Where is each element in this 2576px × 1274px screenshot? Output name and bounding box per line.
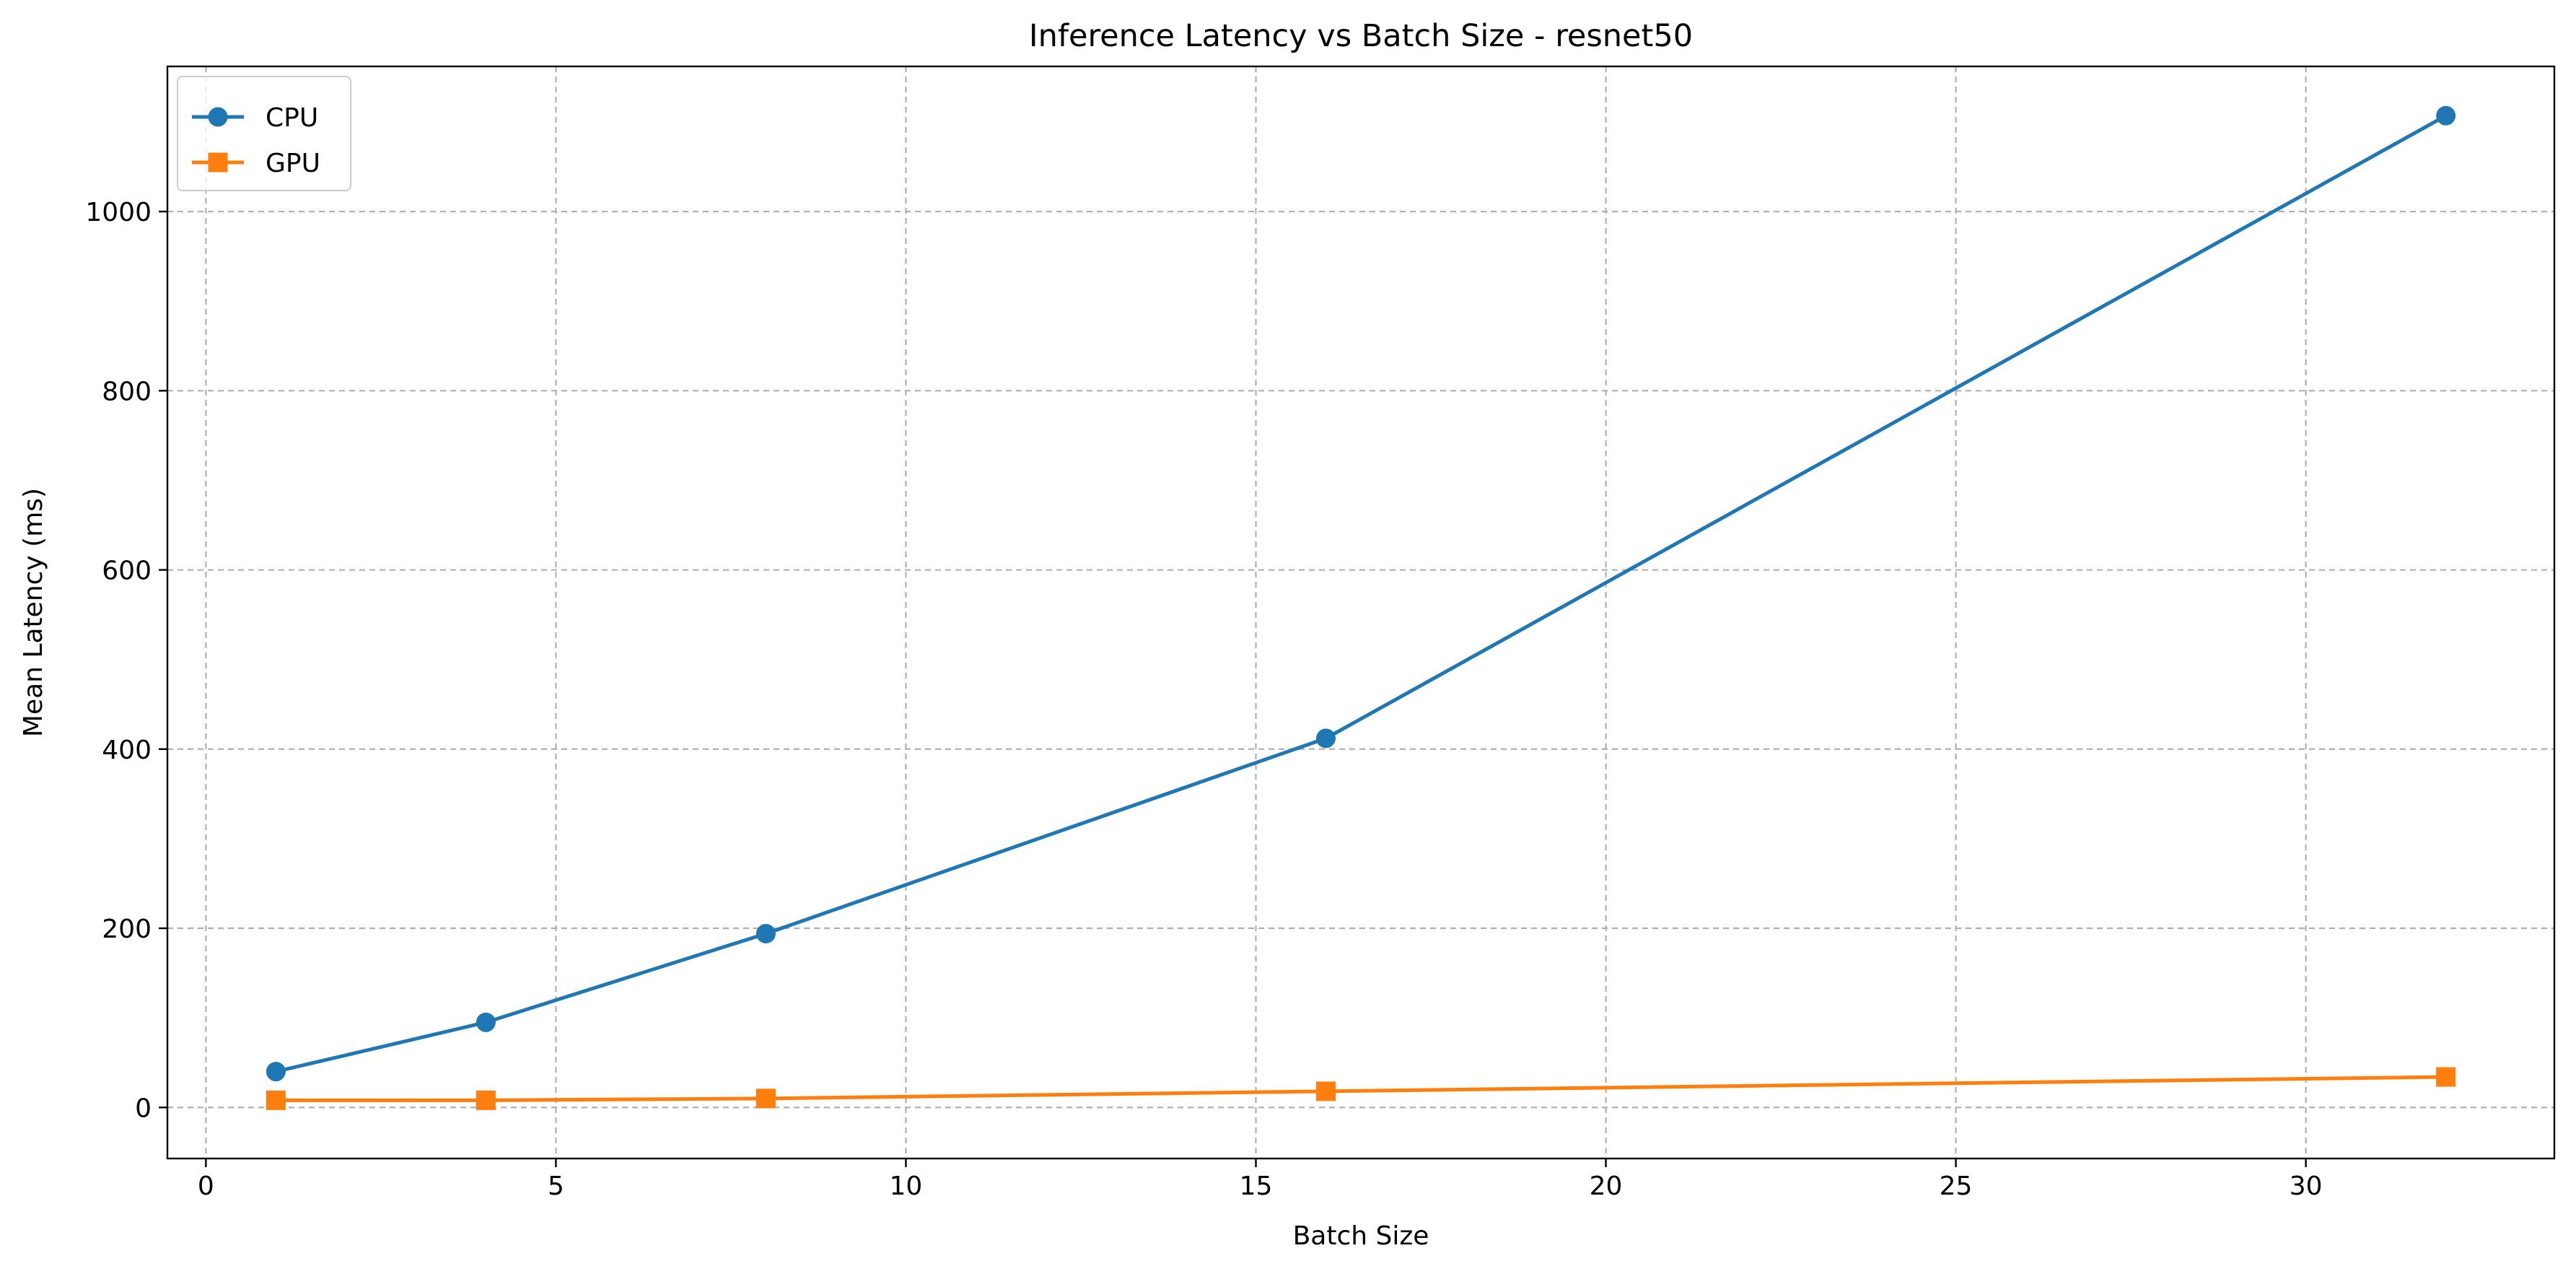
x-tick-label: 20 <box>1590 1172 1623 1201</box>
cpu-data-point <box>755 923 776 943</box>
cpu-data-point <box>2436 105 2456 126</box>
cpu-data-point <box>476 1012 496 1032</box>
y-tick-label: 1000 <box>85 198 152 227</box>
gpu-data-point <box>266 1090 286 1110</box>
chart-title: Inference Latency vs Batch Size - resnet… <box>1029 18 1693 54</box>
y-tick-label: 0 <box>135 1094 152 1123</box>
y-axis-label: Mean Latency (ms) <box>19 488 48 737</box>
legend-label-cpu: CPU <box>266 103 318 133</box>
x-tick-label: 30 <box>2290 1172 2323 1201</box>
legend-label-gpu: GPU <box>266 149 320 178</box>
plot-area-frame <box>166 65 2556 1160</box>
x-tick-label: 15 <box>1240 1172 1273 1201</box>
gpu-data-point <box>476 1090 496 1110</box>
cpu-data-point <box>266 1062 286 1082</box>
cpu-series <box>266 105 2456 1082</box>
y-tick-label: 800 <box>102 377 152 406</box>
gpu-series <box>266 1067 2456 1110</box>
x-tick-label: 10 <box>890 1172 923 1201</box>
cpu-data-point <box>1315 728 1336 749</box>
gpu-data-point <box>2436 1067 2456 1087</box>
axis-ticks: 0 5 10 15 20 25 30 0 200 400 600 800 1000 <box>85 198 2322 1201</box>
x-tick-label: 0 <box>198 1172 214 1201</box>
legend: CPU GPU <box>177 76 351 191</box>
legend-marker-cpu <box>208 107 228 127</box>
grid <box>167 66 2554 1159</box>
legend-entry-gpu: GPU <box>192 149 320 178</box>
x-tick-label: 25 <box>1940 1172 1973 1201</box>
x-axis-label: Batch Size <box>1293 1221 1429 1251</box>
y-tick-label: 200 <box>102 915 152 944</box>
gpu-data-point <box>755 1088 776 1109</box>
y-tick-label: 400 <box>102 736 152 765</box>
y-tick-label: 600 <box>102 557 152 586</box>
gpu-data-point <box>1315 1081 1336 1101</box>
legend-entry-cpu: CPU <box>192 103 318 133</box>
series-layer <box>266 105 2456 1110</box>
x-tick-label: 5 <box>548 1172 564 1201</box>
legend-marker-gpu <box>208 152 228 173</box>
legend-box <box>177 76 351 191</box>
